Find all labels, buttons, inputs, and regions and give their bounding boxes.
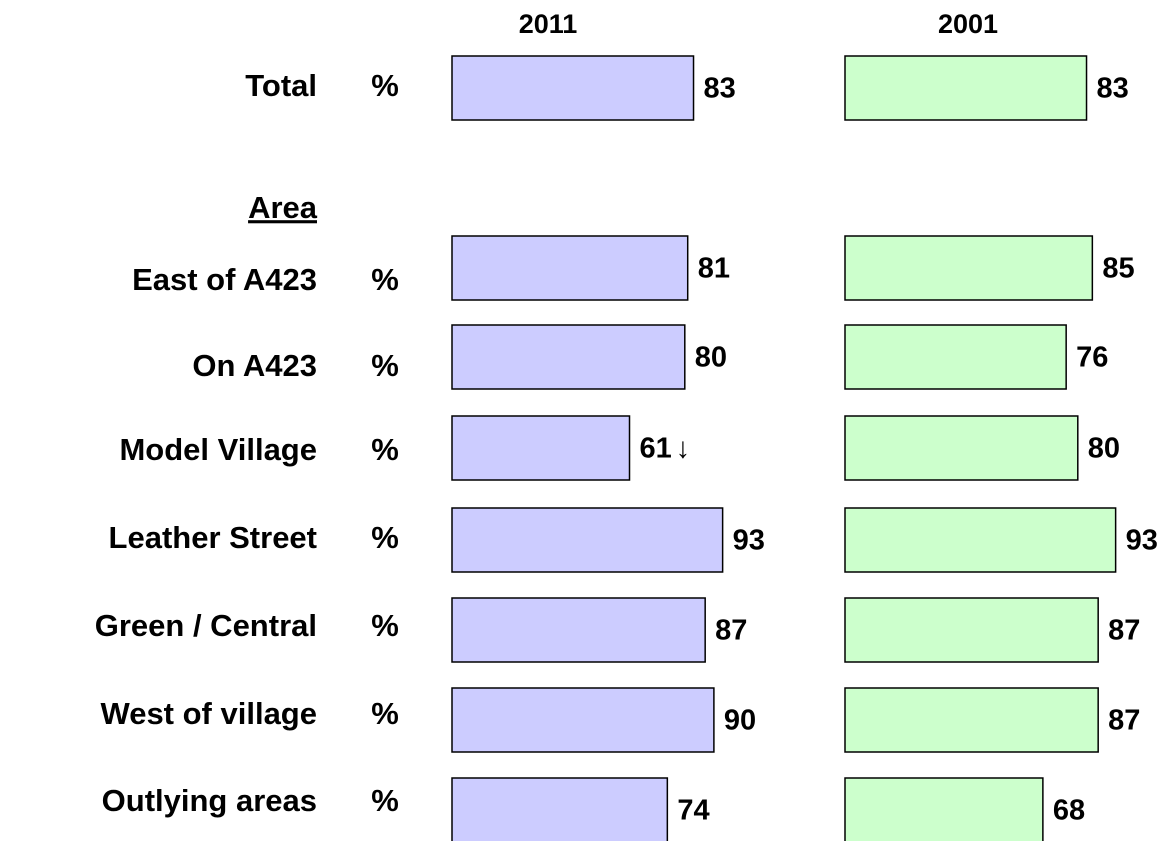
bar	[844, 597, 1099, 663]
bar	[844, 55, 1088, 121]
value-label: 61	[640, 433, 672, 465]
bar	[451, 235, 689, 301]
unit-label: %	[371, 783, 399, 818]
bar	[451, 324, 686, 390]
bar	[844, 777, 1044, 841]
unit-label: %	[371, 262, 399, 297]
value-label: 83	[704, 73, 736, 105]
value-label: 80	[695, 342, 727, 374]
bar	[844, 687, 1099, 753]
bar	[451, 415, 631, 481]
bar	[844, 324, 1067, 390]
category-label: On A423	[192, 348, 317, 383]
bar	[451, 597, 706, 663]
unit-label: %	[371, 348, 399, 383]
value-label: 80	[1088, 433, 1120, 465]
group-label: Area	[248, 190, 318, 225]
category-label: Green / Central	[95, 608, 317, 643]
unit-label: %	[371, 520, 399, 555]
unit-label: %	[371, 432, 399, 467]
bar	[451, 55, 695, 121]
value-label: 93	[733, 525, 765, 557]
category-label: Total	[245, 68, 317, 103]
series-header: 2001	[938, 9, 998, 39]
value-label: 90	[724, 705, 756, 737]
value-label: 87	[715, 615, 747, 647]
unit-label: %	[371, 696, 399, 731]
annotation: ↓	[676, 433, 691, 465]
value-label: 87	[1108, 615, 1140, 647]
value-label: 93	[1126, 525, 1158, 557]
series-header: 2011	[519, 9, 578, 39]
category-label: West of village	[101, 696, 318, 731]
bar	[844, 415, 1079, 481]
bar	[451, 777, 669, 841]
value-label: 83	[1097, 73, 1129, 105]
bar	[451, 687, 715, 753]
category-label: East of A423	[132, 262, 317, 297]
bar	[844, 235, 1094, 301]
value-label: 85	[1102, 253, 1134, 285]
bar	[451, 507, 724, 573]
category-label: Leather Street	[109, 520, 317, 555]
value-label: 81	[698, 253, 730, 285]
category-label: Outlying areas	[102, 783, 317, 818]
value-label: 76	[1076, 342, 1108, 374]
value-label: 68	[1053, 795, 1085, 827]
unit-label: %	[371, 68, 399, 103]
value-label: 87	[1108, 705, 1140, 737]
category-label: Model Village	[119, 432, 317, 467]
bar	[844, 507, 1117, 573]
value-label: 74	[677, 795, 709, 827]
unit-label: %	[371, 608, 399, 643]
